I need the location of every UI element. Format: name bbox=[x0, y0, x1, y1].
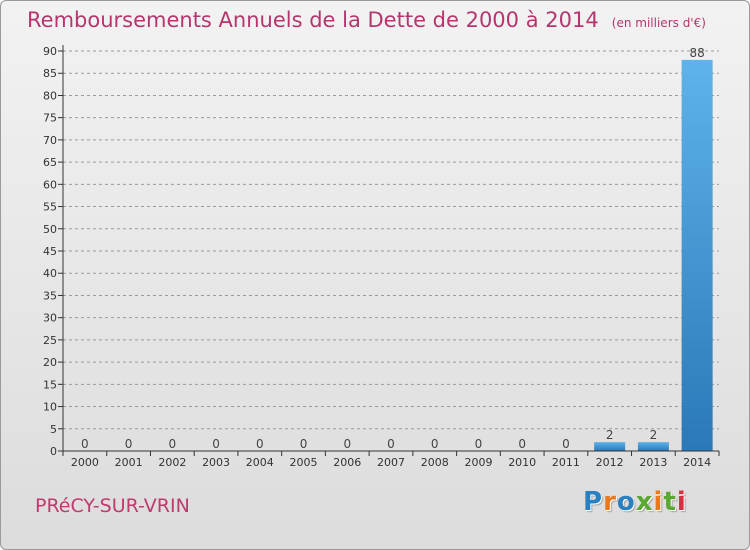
data-label: 0 bbox=[212, 437, 220, 451]
logo-letter: o bbox=[616, 487, 636, 517]
y-tick-label: 20 bbox=[43, 356, 57, 369]
data-label: 0 bbox=[169, 437, 177, 451]
y-tick-label: 70 bbox=[43, 134, 57, 147]
data-label: 0 bbox=[256, 437, 264, 451]
y-tick-label: 25 bbox=[43, 334, 57, 347]
title-row: Remboursements Annuels de la Dette de 20… bbox=[27, 8, 706, 32]
x-tick-label: 2000 bbox=[71, 456, 99, 469]
x-tick-label: 2011 bbox=[552, 456, 580, 469]
x-tick-label: 2010 bbox=[508, 456, 536, 469]
data-label: 0 bbox=[431, 437, 439, 451]
y-tick-label: 75 bbox=[43, 112, 57, 125]
y-tick-label: 90 bbox=[43, 45, 57, 58]
data-label: 0 bbox=[475, 437, 483, 451]
labels: 0510152025303540455055606570758085902000… bbox=[43, 45, 711, 469]
y-tick-label: 50 bbox=[43, 223, 57, 236]
data-label: 0 bbox=[125, 437, 133, 451]
y-tick-label: 30 bbox=[43, 312, 57, 325]
logo-letter: r bbox=[603, 487, 617, 517]
proxiti-logo[interactable]: Proxiti bbox=[583, 487, 687, 517]
logo-letter: x bbox=[635, 487, 654, 517]
x-tick-label: 2006 bbox=[333, 456, 361, 469]
x-tick-label: 2001 bbox=[115, 456, 143, 469]
x-tick-label: 2012 bbox=[596, 456, 624, 469]
data-label: 0 bbox=[343, 437, 351, 451]
y-tick-label: 35 bbox=[43, 289, 57, 302]
data-label: 0 bbox=[300, 437, 308, 451]
data-label: 2 bbox=[650, 428, 658, 442]
data-label: 2 bbox=[606, 428, 614, 442]
y-tick-label: 15 bbox=[43, 378, 57, 391]
x-tick-label: 2004 bbox=[246, 456, 274, 469]
y-tick-label: 0 bbox=[50, 445, 57, 458]
y-tick-label: 65 bbox=[43, 156, 57, 169]
x-tick-label: 2009 bbox=[464, 456, 492, 469]
x-tick-label: 2008 bbox=[421, 456, 449, 469]
bar bbox=[594, 442, 626, 451]
y-tick-label: 10 bbox=[43, 401, 57, 414]
y-tick-label: 40 bbox=[43, 267, 57, 280]
y-tick-label: 80 bbox=[43, 89, 57, 102]
bar bbox=[637, 442, 669, 451]
x-tick-label: 2007 bbox=[377, 456, 405, 469]
y-tick-label: 5 bbox=[50, 423, 57, 436]
data-label: 88 bbox=[689, 46, 704, 60]
data-label: 0 bbox=[518, 437, 526, 451]
logo-letter: t bbox=[663, 487, 677, 517]
grid-lines bbox=[63, 50, 719, 430]
x-tick-label: 2014 bbox=[683, 456, 711, 469]
chart-subtitle: (en milliers d'€) bbox=[611, 16, 706, 30]
data-label: 0 bbox=[562, 437, 570, 451]
y-tick-label: 85 bbox=[43, 67, 57, 80]
y-tick-label: 45 bbox=[43, 245, 57, 258]
x-tick-label: 2013 bbox=[639, 456, 667, 469]
y-tick-label: 55 bbox=[43, 201, 57, 214]
y-tick-label: 60 bbox=[43, 178, 57, 191]
axes bbox=[58, 45, 720, 456]
logo-letter: i bbox=[676, 487, 687, 517]
x-tick-label: 2002 bbox=[158, 456, 186, 469]
data-label: 0 bbox=[81, 437, 89, 451]
bars bbox=[69, 59, 713, 452]
logo-letter: P bbox=[583, 487, 604, 517]
bar bbox=[681, 59, 713, 452]
chart-title: Remboursements Annuels de la Dette de 20… bbox=[27, 8, 599, 32]
town-name: PRéCY-SUR-VRIN bbox=[35, 495, 190, 517]
data-label: 0 bbox=[387, 437, 395, 451]
x-tick-label: 2005 bbox=[290, 456, 318, 469]
x-tick-label: 2003 bbox=[202, 456, 230, 469]
logo-letter: i bbox=[653, 487, 664, 517]
